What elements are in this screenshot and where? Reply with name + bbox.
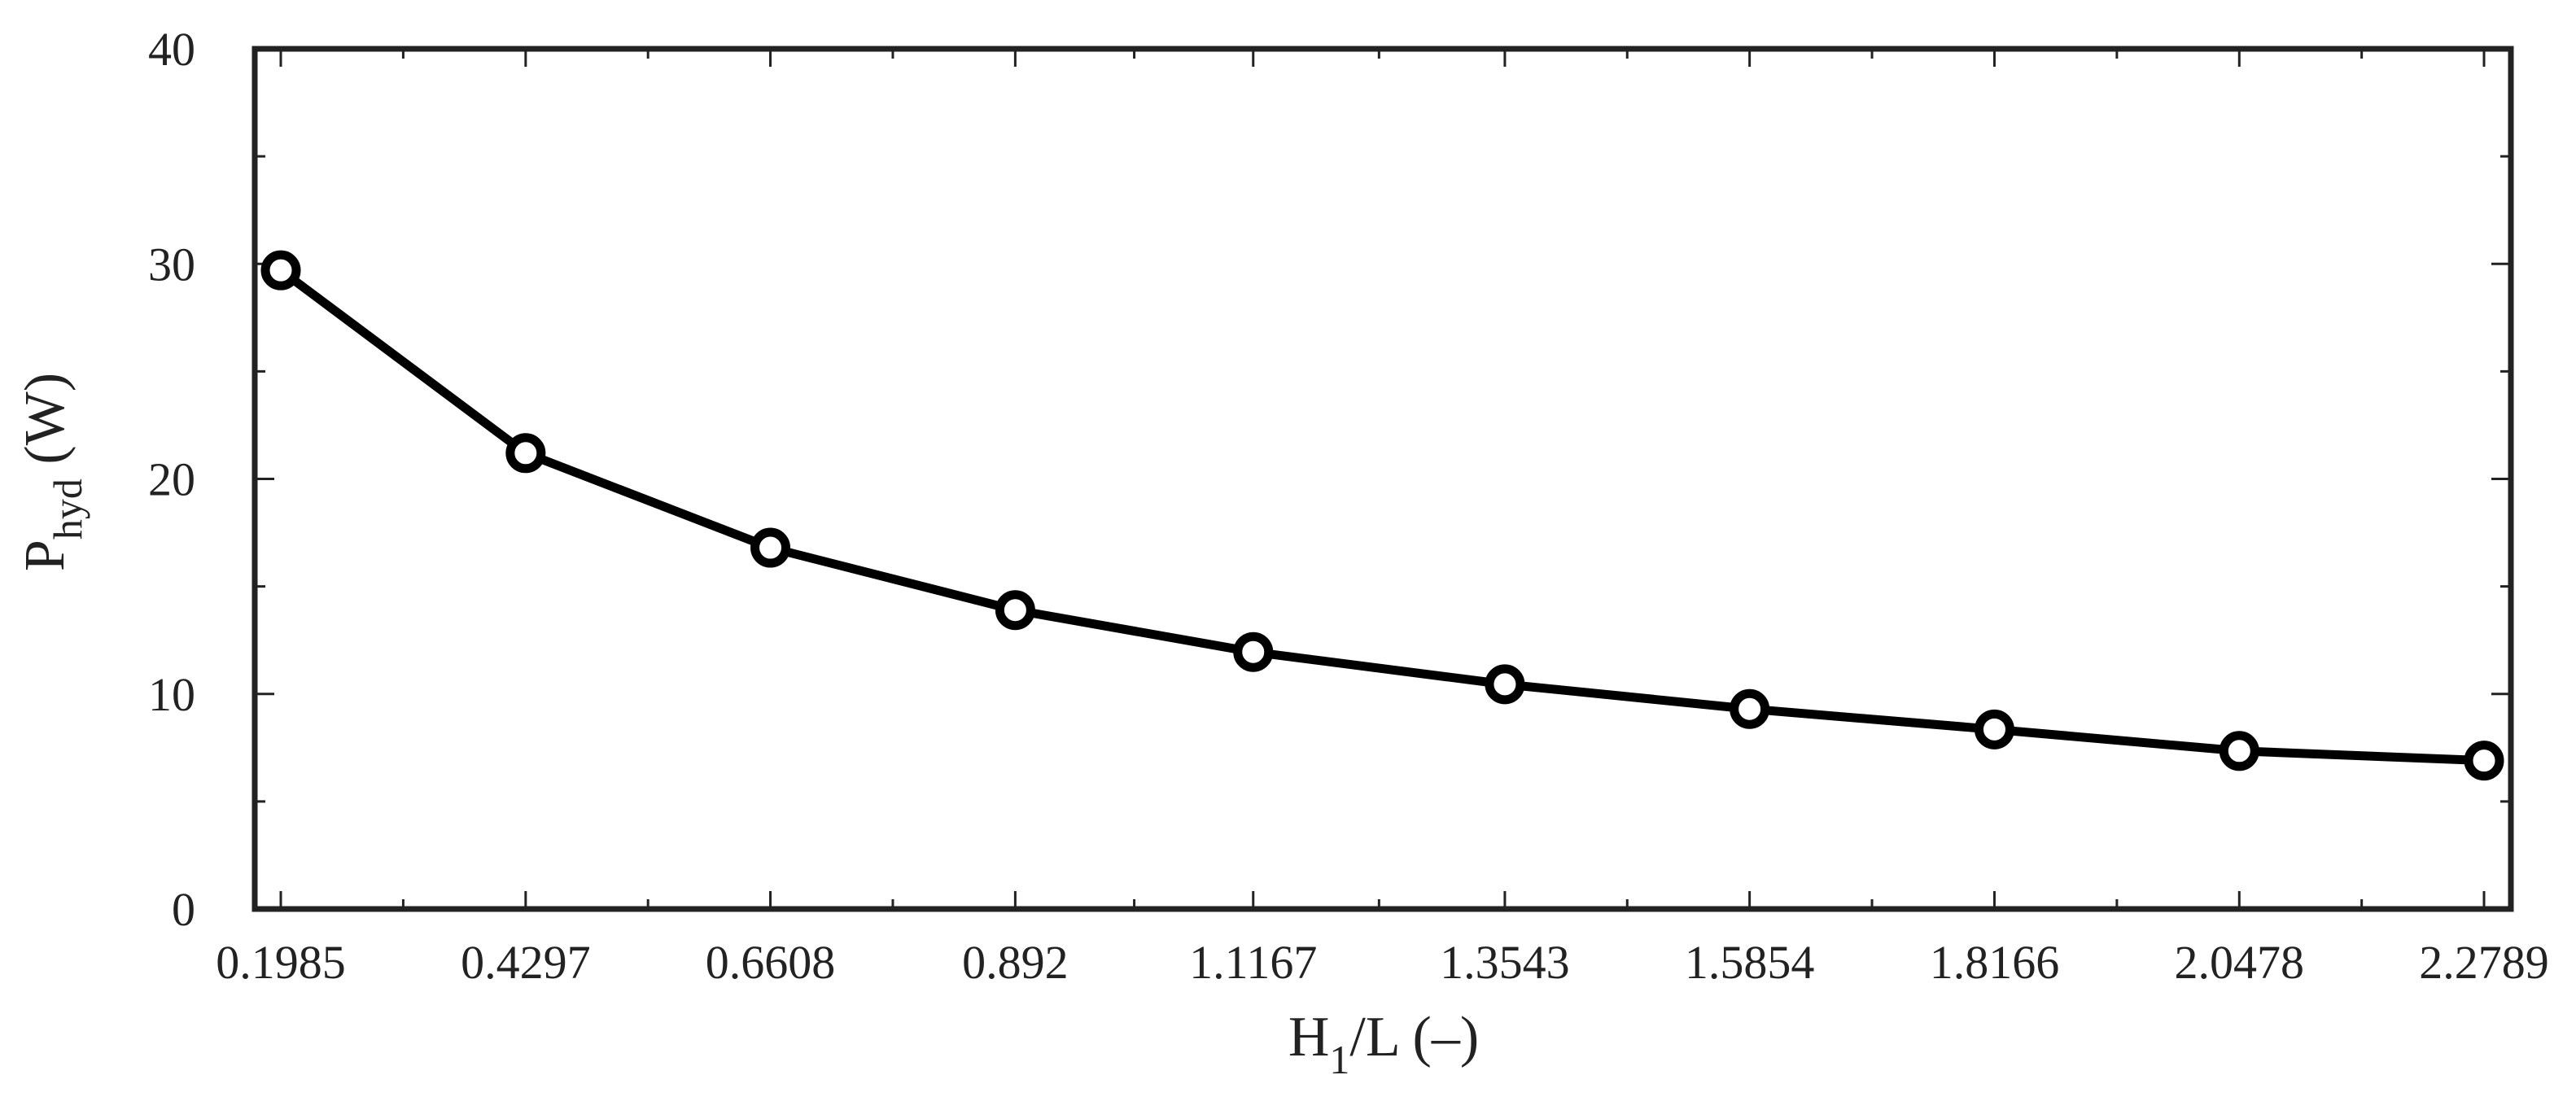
- y-tick-label: 40: [148, 23, 195, 76]
- x-tick-label: 1.1167: [1189, 936, 1317, 989]
- data-point: [260, 250, 301, 291]
- x-axis-label-rest: /L (–): [1349, 1006, 1479, 1068]
- y-tick-label: 30: [148, 238, 195, 291]
- data-series: [260, 250, 2504, 781]
- y-axis-ticks: 0 10 20 30 40: [148, 23, 2511, 936]
- data-point: [1233, 631, 1274, 672]
- x-tick-label: 0.6608: [706, 936, 836, 989]
- x-tick-label: 0.4297: [461, 936, 591, 989]
- x-tick-label: 1.3543: [1440, 936, 1570, 989]
- y-axis-label: Phyd (W): [14, 373, 90, 571]
- y-axis-label-main: P: [14, 540, 77, 571]
- data-point: [2219, 731, 2259, 771]
- x-tick-label: 2.2789: [2419, 936, 2549, 989]
- x-axis-label-sub: 1: [1329, 1037, 1349, 1082]
- y-axis-label-rest: (W): [14, 373, 77, 479]
- data-point: [2464, 741, 2504, 781]
- x-axis-label-main: H: [1288, 1006, 1330, 1068]
- x-tick-label: 1.5854: [1685, 936, 1815, 989]
- data-point: [1485, 664, 1525, 705]
- x-tick-label: 0.1985: [216, 936, 346, 989]
- y-tick-label: 20: [148, 453, 195, 506]
- y-tick-label: 0: [172, 883, 195, 936]
- x-tick-label: 0.892: [962, 936, 1069, 989]
- y-axis-label-sub: hyd: [45, 479, 90, 540]
- x-tick-label: 2.0478: [2175, 936, 2305, 989]
- x-axis-label: H1/L (–): [1288, 1006, 1479, 1082]
- x-axis-ticks: 0.1985 0.4297 0.6608 0.892 1.1167 1.3543 1.585…: [216, 49, 2549, 989]
- y-tick-label: 10: [148, 668, 195, 721]
- data-point: [750, 527, 791, 568]
- data-point: [995, 590, 1035, 631]
- data-point: [1730, 688, 1770, 729]
- x-tick-label: 1.8166: [1930, 936, 2060, 989]
- data-point: [505, 433, 546, 474]
- data-point: [1974, 709, 2014, 749]
- series-line: [276, 265, 2489, 766]
